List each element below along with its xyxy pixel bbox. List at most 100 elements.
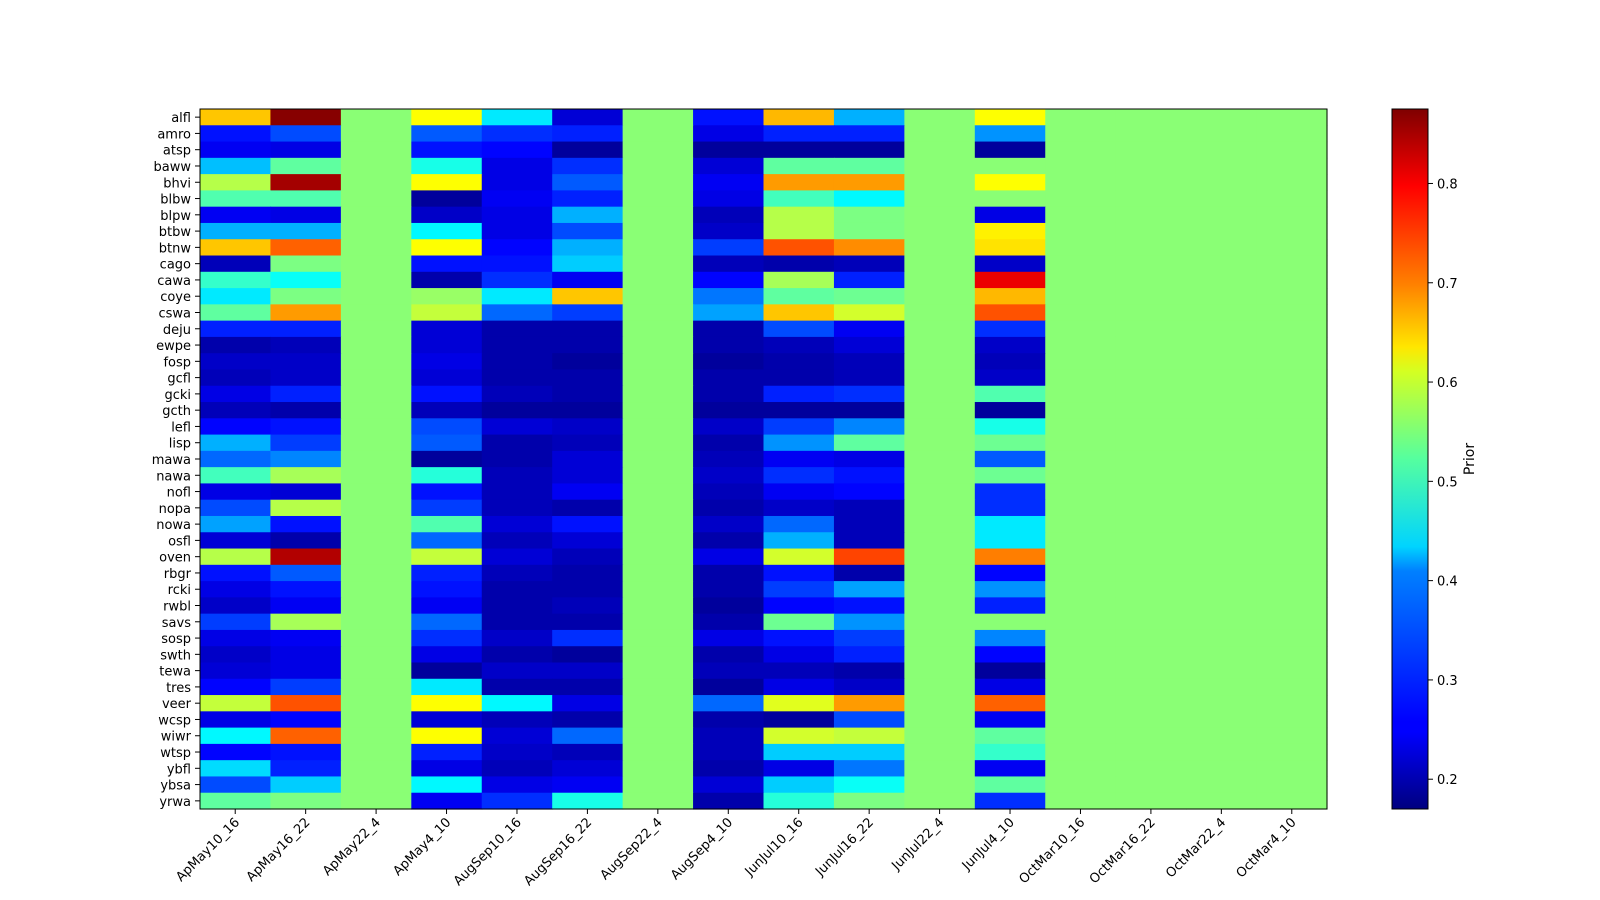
heatmap-cell [552,711,624,729]
heatmap-cell [1045,483,1117,501]
heatmap-cell [1256,434,1328,452]
heatmap-cell [481,532,553,550]
heatmap-cell [1045,320,1117,338]
heatmap-cell [200,646,272,664]
heatmap-cell [763,776,835,794]
heatmap-cell [904,450,976,468]
heatmap-cell [693,760,765,778]
heatmap-cell [340,271,412,289]
heatmap-cell [481,320,553,338]
heatmap-cell [340,629,412,647]
heatmap-cell [833,711,905,729]
heatmap-cell [833,564,905,582]
heatmap-cell [200,157,272,175]
colorbar-tick-label: 0.2 [1437,773,1458,788]
heatmap-cell [622,141,694,159]
heatmap-cell [693,353,765,371]
heatmap-cell [200,711,272,729]
heatmap-cell [1256,418,1328,436]
heatmap-cell [693,418,765,436]
heatmap-cell [763,532,835,550]
heatmap-cell [1186,239,1258,257]
heatmap-cell [1045,157,1117,175]
heatmap-cell [270,304,342,322]
heatmap-cell [411,499,483,517]
heatmap-cell [763,613,835,631]
heatmap-cell [481,483,553,501]
heatmap-cell [200,255,272,273]
heatmap-cell [622,336,694,354]
heatmap-cell [833,597,905,615]
heatmap-cell [1115,174,1187,191]
heatmap-cell [974,581,1046,598]
heatmap-cell [1186,385,1258,403]
heatmap-cell [622,402,694,419]
heatmap-cell [481,792,553,810]
heatmap-cell [1115,678,1187,696]
heatmap-cell [833,613,905,631]
heatmap-cell [763,206,835,224]
colorbar-tick-label: 0.4 [1437,575,1458,590]
heatmap-cell [833,727,905,745]
x-tick-label: ApMay4_10 [390,815,454,879]
colorbar-tick-label: 0.8 [1437,177,1458,192]
heatmap-cell [481,629,553,647]
y-tick-label: gcth [162,404,191,419]
heatmap-cell [622,222,694,240]
heatmap-cell [763,304,835,322]
heatmap-cell [552,336,624,354]
heatmap-cell [1256,776,1328,794]
heatmap-cell [481,548,553,566]
heatmap-cell [833,450,905,468]
heatmap-cell [1186,353,1258,371]
heatmap-cell [270,418,342,436]
heatmap-cell [270,353,342,371]
heatmap-cell [552,564,624,582]
heatmap-cell [200,467,272,485]
heatmap-cell [693,239,765,257]
heatmap-cell [481,678,553,696]
heatmap-cell [411,353,483,371]
y-tick-label: ybfl [167,762,191,777]
heatmap-cell [200,271,272,289]
heatmap-cell [411,206,483,224]
heatmap-cell [1115,304,1187,322]
heatmap-cell [693,532,765,550]
heatmap-cell [904,548,976,566]
heatmap-cell [411,515,483,533]
heatmap-cell [974,564,1046,582]
heatmap-cell [340,483,412,501]
heatmap-cell [1045,288,1117,305]
heatmap-cell [270,125,342,143]
heatmap-cell [974,450,1046,468]
heatmap-cell [200,402,272,419]
heatmap-cell [552,418,624,436]
heatmap-cell [1256,450,1328,468]
heatmap-cell [340,190,412,208]
y-tick-label: baww [154,160,192,175]
heatmap-cell [481,255,553,273]
heatmap-cell [693,385,765,403]
heatmap-cell [552,320,624,338]
heatmap-cell [1115,792,1187,810]
heatmap-cell [833,271,905,289]
heatmap-cell [1186,711,1258,729]
heatmap-cell [481,125,553,143]
heatmap-cell [904,304,976,322]
heatmap-cell [411,646,483,664]
heatmap-cell [1186,174,1258,191]
heatmap-cell [1256,288,1328,305]
heatmap-cell [552,271,624,289]
heatmap-cell [763,418,835,436]
heatmap-cell [1186,792,1258,810]
heatmap-cell [974,483,1046,501]
heatmap-cell [974,288,1046,305]
heatmap-cell [763,597,835,615]
heatmap-cell [622,548,694,566]
heatmap-cell [340,385,412,403]
heatmap-cell [481,141,553,159]
heatmap-cell [481,450,553,468]
heatmap-cell [1256,174,1328,191]
heatmap-cell [974,678,1046,696]
heatmap-cell [622,695,694,712]
